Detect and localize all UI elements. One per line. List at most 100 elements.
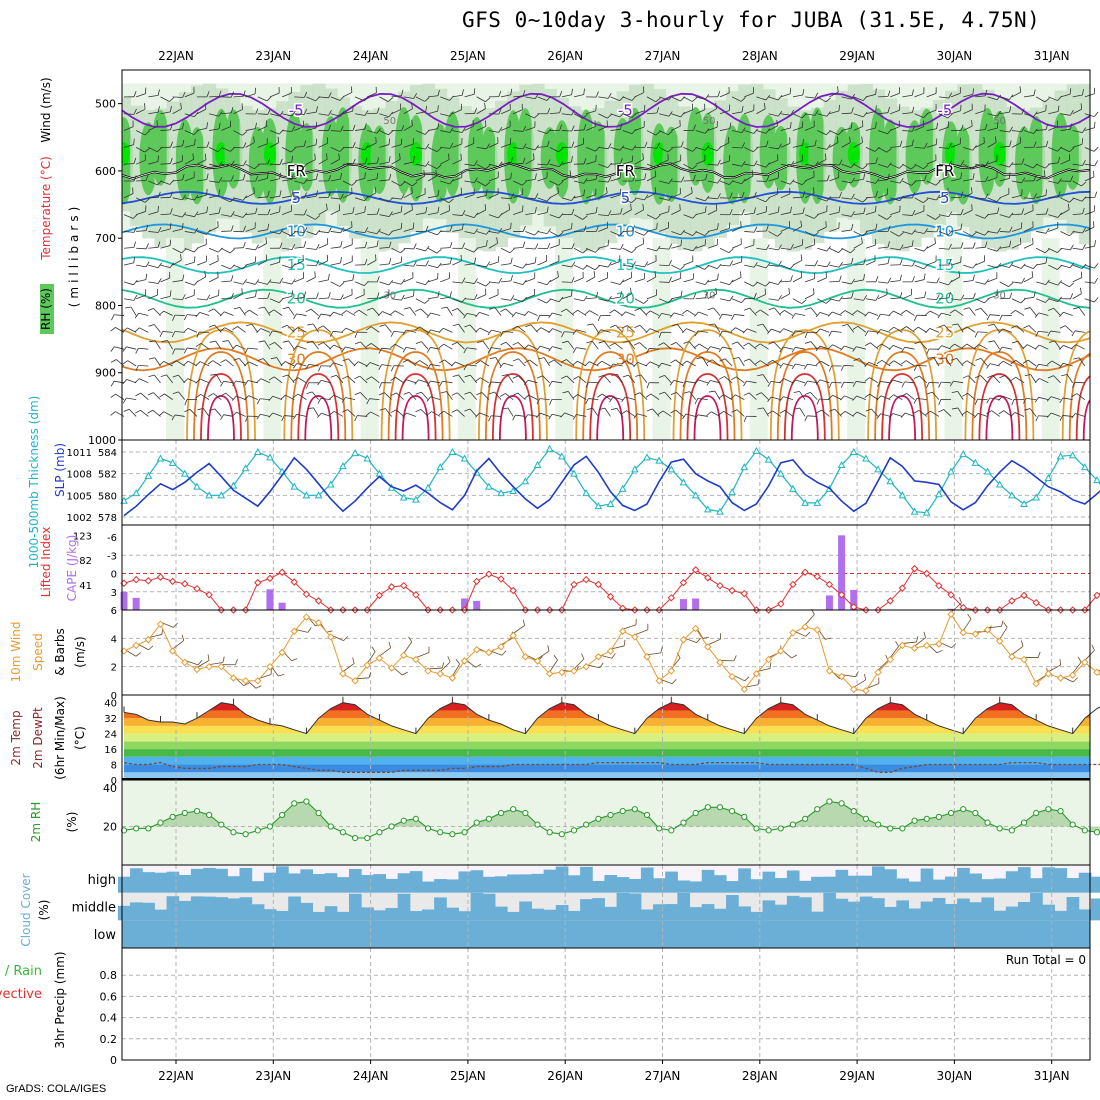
wind-barb [731, 261, 742, 266]
wind-barb [221, 112, 232, 115]
wind-barb [236, 411, 246, 417]
wind-barb [777, 95, 783, 101]
wind10-point [400, 651, 408, 660]
wind-barb [218, 161, 223, 167]
wind-barb [484, 102, 486, 109]
y-tick-label: 1000 [88, 434, 116, 447]
wind-barb [762, 323, 769, 333]
cloud-mid-cell [835, 898, 849, 921]
wind-barb [512, 342, 519, 346]
wind-barb [485, 281, 491, 287]
wind-barb [730, 327, 736, 332]
wind-barb [291, 658, 298, 662]
wind-barb [273, 309, 283, 316]
wind-barb [330, 178, 341, 182]
wind-barb [1047, 330, 1051, 337]
rh2m-point [826, 798, 833, 805]
wind-barb [400, 181, 406, 187]
wind-barb [819, 312, 830, 316]
wind-barb [756, 294, 766, 300]
wind-barb [1023, 95, 1034, 98]
wind-barb [975, 358, 982, 361]
wind-barb [768, 307, 775, 311]
rh2m-point [704, 804, 711, 811]
wind-barb [683, 146, 693, 152]
wind-barb [513, 211, 523, 216]
wind-barb [1057, 248, 1063, 253]
wind-barb [391, 144, 402, 148]
wind-barb [1027, 344, 1037, 350]
wind-barb [233, 146, 244, 149]
wind-barb [314, 153, 316, 160]
wind-barb [640, 374, 648, 384]
wind-barb [655, 130, 661, 136]
wind-barb [1069, 231, 1075, 237]
wind-barb [935, 138, 938, 145]
wind-barb [327, 273, 330, 280]
wind-barb [1023, 398, 1027, 404]
temp-contour-surface [686, 373, 729, 440]
wind-barb [476, 294, 486, 300]
wind-barb [817, 298, 827, 304]
wind-barb [1035, 331, 1039, 337]
lifted-point [789, 580, 797, 589]
cape-bar [120, 591, 128, 610]
wind-barb [960, 223, 963, 230]
wind-barb [844, 395, 854, 401]
wind-barb [182, 274, 185, 281]
wind-barb [706, 359, 713, 364]
wind-barb [367, 297, 378, 300]
wind-barb [1053, 307, 1061, 316]
wind-barb [673, 312, 684, 316]
wind10-point [363, 661, 371, 669]
wind-barb [328, 175, 332, 182]
wind-barb [671, 678, 677, 684]
wind-barb [681, 328, 687, 334]
wind-barb [868, 330, 879, 333]
wind-barb [828, 382, 832, 389]
wind-barb [267, 209, 271, 215]
wind-barb [400, 138, 403, 145]
wind-barb [341, 397, 346, 403]
wind-barb [683, 261, 693, 266]
wind-barb [209, 340, 216, 343]
wind-barb [926, 128, 937, 131]
wind-barb [753, 281, 758, 287]
wind10-point [460, 657, 469, 665]
wind-barb [649, 361, 660, 367]
wind-barb [296, 313, 307, 316]
wind-barb [664, 375, 672, 384]
cloud-mid-cell [507, 911, 520, 921]
wind-barb [430, 364, 441, 367]
wind-barb [620, 243, 624, 250]
cloud-high-cell [616, 877, 630, 893]
wind-barb [966, 360, 976, 367]
wind10-point [850, 685, 858, 694]
rh-cell-green [151, 110, 170, 186]
wind-barb [585, 381, 589, 388]
wind-barb [176, 360, 186, 367]
wind-barb [644, 141, 648, 148]
wind-barb [427, 175, 437, 182]
wind-barb [819, 379, 830, 384]
wind-barb [437, 122, 440, 129]
rh2m-point [1057, 808, 1064, 815]
wind-barb [984, 241, 988, 248]
wind-barb [527, 379, 538, 384]
rh-cell-bright [701, 142, 714, 167]
wind-barb [804, 391, 811, 395]
wind-barb [355, 113, 365, 116]
wind-barb [415, 409, 422, 413]
temp-band [124, 733, 1090, 742]
wind-barb [184, 144, 195, 148]
wind-barb [132, 213, 138, 219]
wind-barb [231, 411, 237, 417]
wind-barb [622, 209, 632, 215]
wind-barb [598, 96, 609, 99]
wind-barb [294, 260, 304, 266]
wind-barb [257, 96, 268, 102]
wind-barb [792, 260, 802, 266]
wind-barb [233, 247, 244, 249]
wind-barb [438, 410, 445, 416]
